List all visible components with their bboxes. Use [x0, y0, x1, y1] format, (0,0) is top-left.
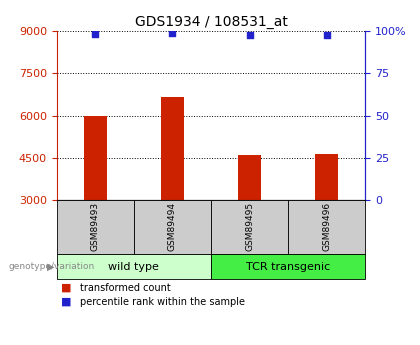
Bar	[238, 155, 261, 200]
Text: TCR transgenic: TCR transgenic	[246, 262, 331, 272]
Text: wild type: wild type	[108, 262, 159, 272]
Point	[246, 32, 253, 38]
Bar	[211, 200, 288, 254]
Text: transformed count: transformed count	[80, 283, 171, 293]
Text: GSM89496: GSM89496	[322, 202, 331, 252]
Text: GSM89493: GSM89493	[91, 202, 100, 252]
Title: GDS1934 / 108531_at: GDS1934 / 108531_at	[135, 14, 287, 29]
Point	[323, 32, 330, 38]
Bar	[134, 200, 211, 254]
Bar	[57, 254, 211, 279]
Text: ■: ■	[61, 297, 71, 307]
Text: genotype/variation: genotype/variation	[8, 262, 95, 271]
Bar	[288, 200, 365, 254]
Bar	[57, 200, 134, 254]
Text: ▶: ▶	[47, 262, 55, 272]
Text: GSM89495: GSM89495	[245, 202, 254, 252]
Bar	[211, 254, 365, 279]
Bar	[315, 154, 339, 200]
Point	[92, 31, 99, 36]
Bar	[161, 97, 184, 200]
Point	[169, 30, 176, 36]
Text: GSM89494: GSM89494	[168, 202, 177, 252]
Text: percentile rank within the sample: percentile rank within the sample	[80, 297, 245, 307]
Text: ■: ■	[61, 283, 71, 293]
Bar	[84, 116, 107, 200]
